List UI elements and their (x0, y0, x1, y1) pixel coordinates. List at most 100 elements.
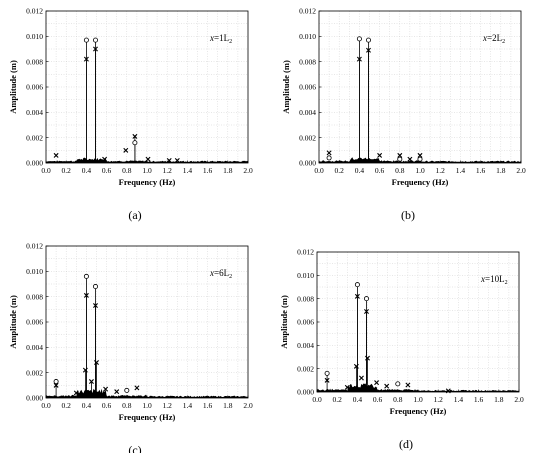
x-tick-label: 0.0 (41, 166, 51, 175)
y-tick-label: 0.002 (299, 133, 316, 142)
y-tick-label: 0.000 (299, 159, 316, 168)
x-tick-label: 1.8 (223, 401, 233, 410)
x-tick-label: 0.6 (102, 166, 112, 175)
x-tick-label: 2.0 (516, 166, 526, 175)
cross-marker (53, 382, 59, 388)
x-tick-label: 0.6 (375, 166, 385, 175)
panel-d: 0.0 0.2 0.4 0.6 0.8 1.0 1.2 1.4 1.6 1.8 2.0 0.000 0.… (279, 248, 524, 451)
circle-marker (124, 387, 130, 393)
cross-marker (407, 156, 413, 162)
cross-marker (417, 152, 423, 158)
x-tick-label: 1.0 (413, 395, 423, 404)
x-tick-label: 1.4 (183, 166, 193, 175)
y-tick-label: 0.010 (297, 271, 314, 280)
y-tick-label: 0.008 (26, 292, 43, 301)
x-tick-label: 0.8 (122, 401, 132, 410)
y-tick-label: 0.012 (26, 7, 43, 16)
x-tick-label: 0.6 (102, 401, 112, 410)
cross-marker (94, 360, 99, 366)
circle-marker (356, 36, 362, 42)
cross-marker (134, 385, 140, 391)
circle-marker (326, 155, 332, 161)
x-tick-label: 0.8 (122, 166, 132, 175)
y-tick-label: 0.000 (26, 394, 43, 403)
x-tick-label: 1.2 (436, 166, 446, 175)
x-tick-label: 0.8 (393, 395, 403, 404)
cross-marker (83, 56, 89, 62)
circle-marker (354, 282, 360, 288)
x-tick-label: 0.4 (82, 166, 92, 175)
x-tick-label: 1.8 (494, 395, 504, 404)
x-tick-label: 0.2 (62, 401, 72, 410)
panel-label: (d) (399, 437, 413, 451)
y-tick-label: 0.004 (26, 343, 43, 352)
cross-marker (82, 367, 88, 373)
x-tick-label: 1.2 (163, 401, 173, 410)
y-axis-label: Amplitude (m) (279, 295, 289, 349)
cross-marker (102, 156, 108, 162)
circle-marker (132, 140, 138, 146)
y-tick-label: 0.002 (26, 133, 43, 142)
x-tick-label: 2.0 (514, 395, 524, 404)
cross-marker (326, 150, 332, 156)
cross-marker (83, 292, 89, 298)
x-tick-label: 1.8 (223, 166, 233, 175)
noise-floor (46, 157, 248, 163)
x-tick-label: 1.0 (142, 166, 152, 175)
x-tick-label: 1.6 (474, 395, 484, 404)
y-tick-label: 0.004 (297, 341, 314, 350)
cross-marker (174, 157, 180, 163)
x-tick-label: 0.8 (395, 166, 405, 175)
x-tick-label: 0.0 (312, 395, 322, 404)
x-tick-label: 2.0 (243, 166, 253, 175)
y-tick-label: 0.010 (26, 267, 43, 276)
x-tick-label: 0.2 (62, 166, 72, 175)
x-tick-label: 0.6 (373, 395, 383, 404)
circle-marker (395, 381, 401, 387)
y-tick-label: 0.006 (26, 318, 43, 327)
y-tick-label: 0.010 (26, 32, 43, 41)
y-tick-label: 0.006 (297, 318, 314, 327)
y-tick-label: 0.012 (297, 248, 314, 257)
cross-marker (145, 156, 151, 162)
y-tick-label: 0.012 (26, 242, 43, 251)
x-tick-label: 1.6 (476, 166, 486, 175)
x-tick-label: 0.4 (353, 395, 363, 404)
circle-marker (324, 370, 330, 376)
cross-marker (405, 382, 411, 388)
x-tick-label: 0.2 (335, 166, 345, 175)
circle-marker (363, 296, 369, 302)
x-tick-label: 0.0 (314, 166, 324, 175)
position-annotation: x=2L2 (482, 33, 505, 45)
cross-marker (132, 133, 138, 139)
x-axis-label: Frequency (Hz) (119, 177, 176, 187)
y-axis-label: Amplitude (m) (8, 295, 18, 349)
cross-marker (93, 46, 98, 52)
x-axis-label: Frequency (Hz) (390, 406, 447, 416)
cross-marker (73, 390, 79, 396)
panel-a: 0.0 0.2 0.4 0.6 0.8 1.0 1.2 1.4 1.6 1.8 2.0 0.000 0.… (8, 7, 253, 222)
cross-marker (114, 389, 120, 395)
cross-marker (397, 152, 403, 158)
cross-marker (353, 363, 359, 369)
cross-marker (366, 47, 371, 53)
x-axis-label: Frequency (Hz) (119, 412, 176, 422)
position-annotation: x=6L2 (209, 268, 232, 280)
y-tick-label: 0.000 (297, 388, 314, 397)
y-tick-label: 0.010 (299, 32, 316, 41)
y-tick-label: 0.002 (26, 368, 43, 377)
x-tick-label: 1.4 (456, 166, 466, 175)
panel-label: (b) (401, 208, 415, 222)
cross-marker (377, 152, 383, 158)
x-tick-label: 0.0 (41, 401, 51, 410)
panel-label: (c) (128, 443, 141, 453)
cross-marker (384, 383, 390, 389)
cross-marker (374, 380, 380, 386)
panel-b: 0.0 0.2 0.4 0.6 0.8 1.0 1.2 1.4 1.6 1.8 2.0 0.000 0.… (281, 7, 526, 222)
x-tick-label: 1.2 (434, 395, 444, 404)
cross-marker (344, 384, 350, 390)
x-tick-label: 1.8 (496, 166, 506, 175)
cross-marker (365, 355, 370, 361)
y-tick-label: 0.000 (26, 159, 43, 168)
